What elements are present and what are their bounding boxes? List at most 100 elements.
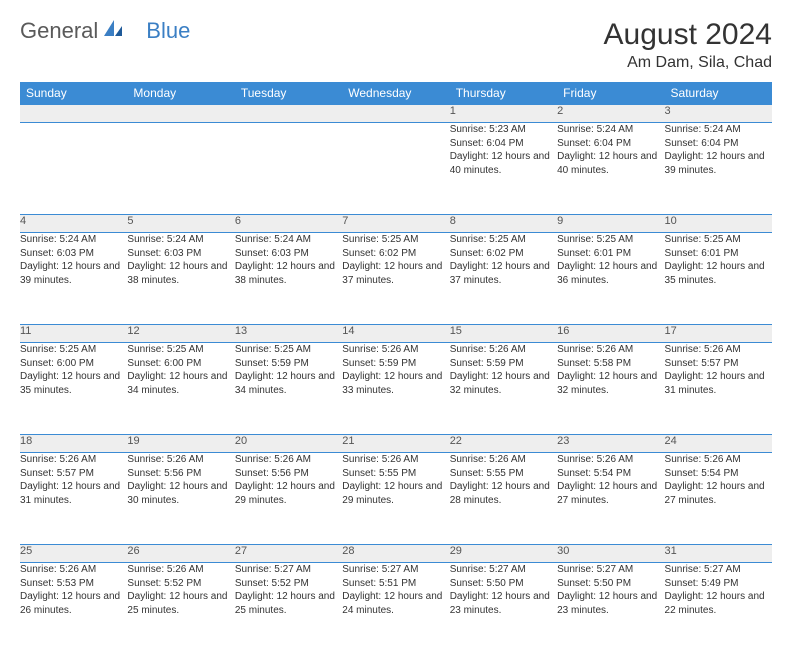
day-detail-line: Sunrise: 5:23 AM bbox=[450, 123, 557, 137]
day-detail-line: Sunset: 5:59 PM bbox=[235, 357, 342, 371]
weekday-header: Wednesday bbox=[342, 82, 449, 105]
day-number-cell: 5 bbox=[127, 215, 234, 233]
day-detail-line: Daylight: 12 hours and 38 minutes. bbox=[235, 260, 342, 287]
day-number-row: 25262728293031 bbox=[20, 545, 772, 563]
day-number-cell: 19 bbox=[127, 435, 234, 453]
location: Am Dam, Sila, Chad bbox=[604, 54, 772, 72]
day-detail-line: Sunrise: 5:26 AM bbox=[665, 343, 772, 357]
calendar-table: Sunday Monday Tuesday Wednesday Thursday… bbox=[20, 82, 772, 655]
day-number-cell: 1 bbox=[450, 105, 557, 123]
day-number: 26 bbox=[127, 545, 139, 557]
day-number-cell: 6 bbox=[235, 215, 342, 233]
day-detail-line: Sunset: 5:56 PM bbox=[235, 467, 342, 481]
day-number-cell: 21 bbox=[342, 435, 449, 453]
day-content-cell: Sunrise: 5:26 AMSunset: 5:59 PMDaylight:… bbox=[342, 343, 449, 435]
day-number-cell: 27 bbox=[235, 545, 342, 563]
day-detail-line: Sunset: 5:56 PM bbox=[127, 467, 234, 481]
day-number-cell: 9 bbox=[557, 215, 664, 233]
day-content-cell: Sunrise: 5:25 AMSunset: 6:00 PMDaylight:… bbox=[127, 343, 234, 435]
day-detail-line: Daylight: 12 hours and 34 minutes. bbox=[127, 370, 234, 397]
day-content-row: Sunrise: 5:26 AMSunset: 5:57 PMDaylight:… bbox=[20, 453, 772, 545]
day-number-cell bbox=[342, 105, 449, 123]
day-number: 7 bbox=[342, 215, 348, 227]
day-detail-line: Sunrise: 5:24 AM bbox=[557, 123, 664, 137]
day-number: 8 bbox=[450, 215, 456, 227]
day-detail-line: Daylight: 12 hours and 27 minutes. bbox=[665, 480, 772, 507]
day-detail-line: Daylight: 12 hours and 24 minutes. bbox=[342, 590, 449, 617]
day-number: 9 bbox=[557, 215, 563, 227]
day-detail-line: Daylight: 12 hours and 40 minutes. bbox=[557, 150, 664, 177]
day-detail-line: Daylight: 12 hours and 38 minutes. bbox=[127, 260, 234, 287]
day-content-cell: Sunrise: 5:26 AMSunset: 5:57 PMDaylight:… bbox=[20, 453, 127, 545]
day-number-cell: 11 bbox=[20, 325, 127, 343]
day-detail-line: Daylight: 12 hours and 26 minutes. bbox=[20, 590, 127, 617]
day-content-cell: Sunrise: 5:27 AMSunset: 5:50 PMDaylight:… bbox=[557, 563, 664, 655]
month-title: August 2024 bbox=[604, 18, 772, 52]
day-detail-line: Sunset: 5:57 PM bbox=[20, 467, 127, 481]
day-detail-line: Sunset: 6:03 PM bbox=[20, 247, 127, 261]
day-content-cell bbox=[342, 123, 449, 215]
day-detail-line: Sunset: 6:04 PM bbox=[557, 137, 664, 151]
day-content-cell bbox=[127, 123, 234, 215]
day-detail-line: Sunset: 6:04 PM bbox=[665, 137, 772, 151]
day-detail-line: Sunrise: 5:24 AM bbox=[235, 233, 342, 247]
day-number: 17 bbox=[665, 325, 677, 337]
day-content-cell bbox=[20, 123, 127, 215]
day-number-cell: 28 bbox=[342, 545, 449, 563]
day-content-cell: Sunrise: 5:26 AMSunset: 5:57 PMDaylight:… bbox=[665, 343, 772, 435]
day-detail-line: Sunset: 5:52 PM bbox=[235, 577, 342, 591]
day-detail-line: Sunrise: 5:27 AM bbox=[342, 563, 449, 577]
day-detail-line: Sunrise: 5:26 AM bbox=[450, 453, 557, 467]
day-number: 2 bbox=[557, 105, 563, 117]
weekday-header: Saturday bbox=[665, 82, 772, 105]
day-number-row: 11121314151617 bbox=[20, 325, 772, 343]
day-content-cell: Sunrise: 5:25 AMSunset: 6:00 PMDaylight:… bbox=[20, 343, 127, 435]
day-detail-line: Sunrise: 5:25 AM bbox=[342, 233, 449, 247]
day-detail-line: Sunrise: 5:25 AM bbox=[127, 343, 234, 357]
logo-text-1: General bbox=[20, 18, 98, 44]
day-detail-line: Sunrise: 5:24 AM bbox=[20, 233, 127, 247]
day-detail-line: Daylight: 12 hours and 31 minutes. bbox=[20, 480, 127, 507]
day-detail-line: Sunset: 5:53 PM bbox=[20, 577, 127, 591]
day-detail-line: Sunrise: 5:26 AM bbox=[450, 343, 557, 357]
day-content-cell: Sunrise: 5:27 AMSunset: 5:50 PMDaylight:… bbox=[450, 563, 557, 655]
day-detail-line: Sunrise: 5:27 AM bbox=[665, 563, 772, 577]
day-detail-line: Sunrise: 5:26 AM bbox=[342, 343, 449, 357]
day-detail-line: Daylight: 12 hours and 23 minutes. bbox=[557, 590, 664, 617]
day-detail-line: Daylight: 12 hours and 25 minutes. bbox=[127, 590, 234, 617]
day-number: 1 bbox=[450, 105, 456, 117]
day-detail-line: Daylight: 12 hours and 31 minutes. bbox=[665, 370, 772, 397]
weekday-header: Monday bbox=[127, 82, 234, 105]
day-detail-line: Sunrise: 5:26 AM bbox=[20, 563, 127, 577]
day-detail-line: Sunrise: 5:25 AM bbox=[450, 233, 557, 247]
day-content-cell: Sunrise: 5:26 AMSunset: 5:52 PMDaylight:… bbox=[127, 563, 234, 655]
day-detail-line: Daylight: 12 hours and 37 minutes. bbox=[450, 260, 557, 287]
day-detail-line: Sunrise: 5:26 AM bbox=[557, 343, 664, 357]
day-number-cell: 25 bbox=[20, 545, 127, 563]
day-content-cell: Sunrise: 5:25 AMSunset: 6:01 PMDaylight:… bbox=[665, 233, 772, 325]
day-number: 25 bbox=[20, 545, 32, 557]
day-content-row: Sunrise: 5:23 AMSunset: 6:04 PMDaylight:… bbox=[20, 123, 772, 215]
day-detail-line: Sunset: 6:01 PM bbox=[665, 247, 772, 261]
day-number-cell: 7 bbox=[342, 215, 449, 233]
day-number-cell: 17 bbox=[665, 325, 772, 343]
day-content-cell: Sunrise: 5:26 AMSunset: 5:54 PMDaylight:… bbox=[557, 453, 664, 545]
day-detail-line: Sunset: 5:59 PM bbox=[450, 357, 557, 371]
day-number-cell: 31 bbox=[665, 545, 772, 563]
day-number-cell bbox=[235, 105, 342, 123]
day-number-row: 123 bbox=[20, 105, 772, 123]
day-content-cell bbox=[235, 123, 342, 215]
day-detail-line: Sunset: 6:02 PM bbox=[342, 247, 449, 261]
day-detail-line: Sunset: 6:03 PM bbox=[235, 247, 342, 261]
day-detail-line: Sunset: 6:03 PM bbox=[127, 247, 234, 261]
day-content-cell: Sunrise: 5:26 AMSunset: 5:56 PMDaylight:… bbox=[127, 453, 234, 545]
day-number-cell: 30 bbox=[557, 545, 664, 563]
day-detail-line: Daylight: 12 hours and 32 minutes. bbox=[450, 370, 557, 397]
day-detail-line: Sunset: 6:00 PM bbox=[20, 357, 127, 371]
day-detail-line: Daylight: 12 hours and 28 minutes. bbox=[450, 480, 557, 507]
day-content-cell: Sunrise: 5:24 AMSunset: 6:03 PMDaylight:… bbox=[20, 233, 127, 325]
day-number: 4 bbox=[20, 215, 26, 227]
day-detail-line: Sunrise: 5:25 AM bbox=[20, 343, 127, 357]
weekday-header: Tuesday bbox=[235, 82, 342, 105]
day-detail-line: Daylight: 12 hours and 39 minutes. bbox=[20, 260, 127, 287]
